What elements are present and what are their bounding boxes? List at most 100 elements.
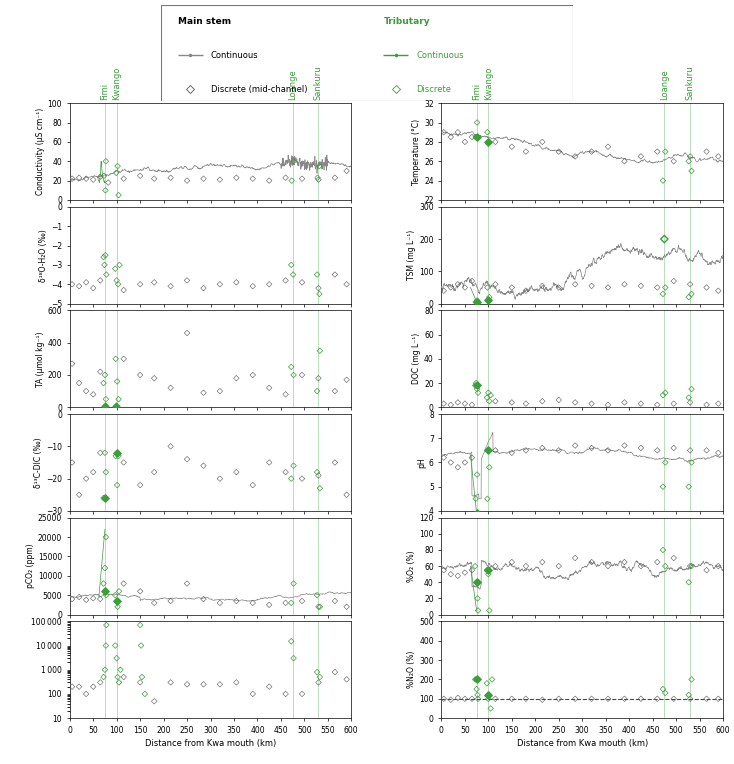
Y-axis label: TA (μmol kg⁻¹): TA (μmol kg⁻¹): [36, 331, 45, 387]
Point: [296, 277, 308, 289]
Point: [181, 453, 193, 465]
Point: [311, 385, 323, 397]
Point: [114, 259, 126, 271]
Point: [329, 172, 341, 184]
Text: Discrete (mid-channel): Discrete (mid-channel): [211, 85, 308, 94]
Point: [280, 688, 291, 700]
Point: [482, 689, 494, 701]
Point: [482, 693, 494, 705]
Point: [286, 635, 297, 647]
Point: [181, 678, 193, 691]
Point: [164, 595, 176, 607]
Point: [112, 393, 124, 405]
Point: [66, 456, 78, 468]
Point: [80, 472, 92, 484]
Point: [113, 585, 125, 597]
Point: [66, 681, 78, 693]
Point: [470, 683, 482, 695]
Point: [602, 560, 614, 572]
Point: [73, 377, 85, 389]
Point: [537, 442, 548, 454]
Point: [686, 560, 697, 572]
Point: [466, 131, 478, 143]
Point: [459, 281, 470, 293]
Point: [470, 576, 482, 588]
Point: [286, 259, 297, 271]
Point: [101, 619, 112, 631]
Point: [635, 397, 647, 410]
Point: [452, 691, 464, 704]
Point: [139, 688, 150, 700]
Point: [314, 345, 326, 357]
Point: [466, 399, 478, 411]
Point: [470, 493, 482, 505]
Point: [230, 172, 242, 184]
Point: [701, 145, 713, 157]
Point: [296, 472, 308, 484]
Point: [112, 479, 123, 491]
Point: [164, 440, 176, 452]
Point: [341, 278, 352, 290]
Point: [470, 296, 482, 308]
Point: [482, 281, 493, 293]
Point: [659, 456, 671, 468]
Point: [280, 172, 291, 184]
Point: [313, 601, 324, 613]
Point: [459, 566, 470, 578]
Point: [506, 556, 517, 568]
Point: [311, 666, 323, 678]
Point: [164, 382, 176, 394]
Point: [296, 595, 308, 607]
Point: [701, 564, 713, 576]
Point: [110, 400, 122, 412]
Point: [314, 601, 326, 613]
Point: [683, 481, 694, 493]
Point: [111, 595, 123, 607]
Point: [286, 597, 297, 609]
Point: [659, 560, 671, 572]
Point: [296, 173, 308, 185]
Point: [553, 281, 564, 293]
Point: [329, 456, 341, 468]
Point: [247, 479, 258, 491]
Point: [570, 693, 581, 705]
Point: [98, 578, 109, 590]
Point: [713, 397, 724, 410]
Point: [657, 389, 669, 401]
Point: [181, 327, 193, 339]
Point: [459, 136, 470, 148]
Point: [482, 136, 494, 148]
Point: [99, 447, 111, 459]
Point: [135, 639, 147, 652]
Point: [329, 385, 341, 397]
Point: [484, 461, 495, 474]
Point: [264, 681, 275, 693]
Point: [280, 274, 291, 286]
Point: [98, 170, 110, 182]
Point: [459, 693, 470, 705]
Point: [471, 294, 483, 306]
Point: [87, 592, 99, 604]
Point: [452, 397, 464, 409]
Point: [214, 678, 226, 691]
Point: [471, 383, 483, 395]
Point: [490, 444, 501, 456]
Point: [100, 531, 112, 543]
Point: [635, 280, 647, 292]
Point: [286, 174, 297, 186]
Point: [264, 278, 275, 290]
Point: [197, 173, 209, 185]
Point: [520, 444, 531, 456]
Point: [586, 693, 597, 705]
Point: [482, 493, 493, 505]
Point: [481, 391, 493, 403]
Point: [247, 688, 258, 700]
Point: [713, 447, 724, 459]
Point: [657, 544, 669, 556]
Point: [148, 597, 160, 609]
Point: [280, 388, 291, 400]
Point: [490, 395, 501, 407]
Point: [602, 693, 614, 705]
Point: [586, 280, 597, 292]
Point: [701, 444, 713, 456]
